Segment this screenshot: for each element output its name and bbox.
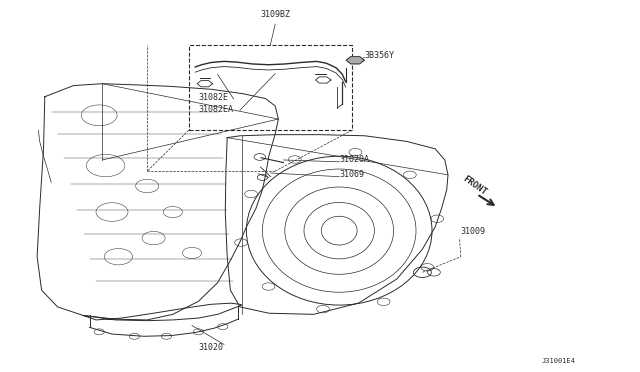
Text: 31020: 31020 (198, 343, 224, 352)
Text: 31082EA: 31082EA (198, 105, 234, 113)
Bar (189, 45, 352, 130)
Text: 3109BZ: 3109BZ (260, 10, 290, 19)
Text: 3B356Y: 3B356Y (365, 51, 395, 60)
Text: 31069: 31069 (339, 170, 364, 179)
Text: 31082E: 31082E (198, 93, 228, 102)
Text: FRONT: FRONT (461, 174, 488, 198)
Text: J31001E4: J31001E4 (542, 358, 576, 364)
Text: 31020A: 31020A (339, 155, 369, 164)
Text: 31009: 31009 (461, 227, 486, 236)
Polygon shape (346, 57, 364, 64)
